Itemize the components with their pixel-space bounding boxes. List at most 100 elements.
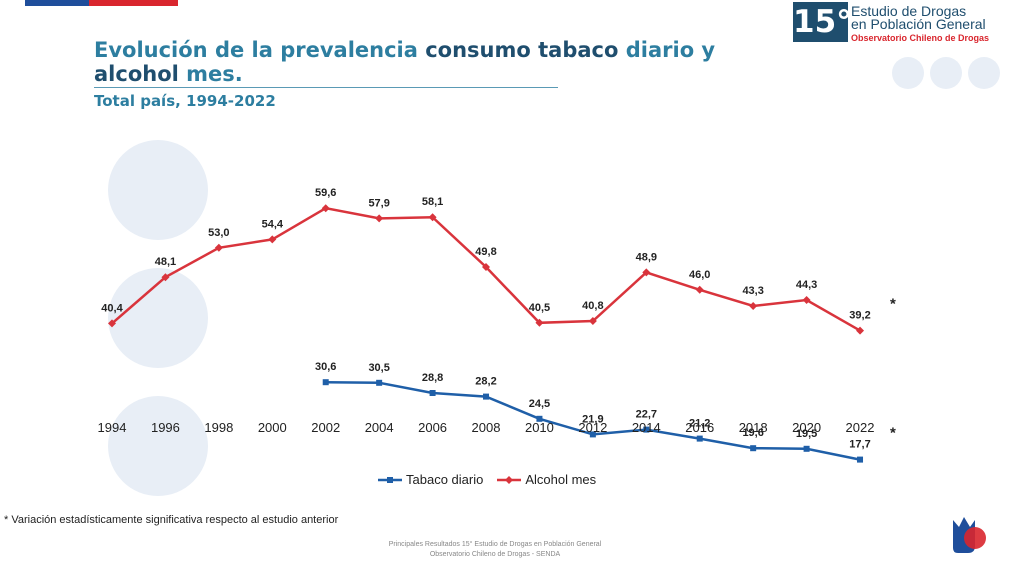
data-label-alcohol: 48,9: [636, 251, 657, 263]
logo-line-3: Observatorio Chileno de Drogas: [851, 33, 990, 43]
data-point-alcohol: [321, 204, 330, 213]
data-point-tabaco: [429, 390, 436, 396]
significance-mark-alcohol: *: [890, 296, 896, 313]
data-point-alcohol: [482, 263, 491, 271]
data-point-alcohol: [375, 214, 384, 223]
data-point-tabaco: [643, 426, 650, 433]
x-tick-label: 2022: [846, 420, 875, 435]
x-tick-label: 1998: [204, 420, 233, 435]
data-label-tabaco: 24,5: [529, 398, 550, 410]
legend-item-tabaco: Tabaco diario: [378, 472, 483, 487]
data-point-alcohol: [161, 273, 170, 282]
data-point-alcohol: [695, 285, 704, 294]
footer-line-1: Principales Resultados 15° Estudio de Dr…: [388, 541, 602, 548]
data-label-tabaco: 19,6: [742, 427, 763, 439]
data-label-alcohol: 43,3: [742, 285, 763, 297]
significance-mark-tabaco: *: [890, 425, 896, 442]
x-tick-label: 2018: [739, 420, 768, 435]
watermark-drop-2: [108, 268, 208, 368]
legend-swatch-alcohol: [497, 475, 522, 484]
chart-title: Evolución de la prevalencia consumo taba…: [94, 38, 794, 86]
watermark-drop-4: [892, 57, 924, 89]
watermark-drop-1: [108, 140, 208, 240]
data-point-alcohol: [749, 302, 758, 310]
title-part: diario y: [625, 38, 716, 62]
data-point-alcohol: [588, 317, 597, 325]
data-label-tabaco: 19,5: [796, 428, 817, 440]
data-point-alcohol: [856, 326, 865, 335]
plot-area: 30,6 30,5 28,8 28,2 24,5 21,9 22,7 21,2 19,6 19,5…: [101, 187, 896, 463]
data-label-alcohol: 40,5: [529, 302, 550, 314]
watermark-drops: [108, 57, 1000, 496]
title-part: mes.: [186, 62, 243, 86]
data-point-tabaco: [803, 445, 810, 452]
data-point-tabaco: [483, 393, 490, 400]
top-color-bar: [25, 0, 178, 6]
study-logo: 15° Estudio de Drogas en Población Gener…: [793, 2, 1003, 46]
data-label-tabaco: 17,7: [849, 439, 870, 451]
x-tick-label: 1996: [151, 420, 180, 435]
footnote: * Variación estadísticamente significati…: [4, 514, 339, 526]
x-tick-label: 2002: [311, 420, 340, 435]
data-label-alcohol: 40,4: [101, 302, 123, 314]
data-label-alcohol: 53,0: [208, 227, 229, 239]
data-label-tabaco: 30,6: [315, 361, 336, 373]
data-point-tabaco: [750, 445, 757, 452]
data-point-alcohol: [642, 268, 651, 277]
data-label-tabaco: 21,2: [689, 418, 710, 430]
data-label-tabaco: 28,2: [475, 376, 496, 388]
watermark-drop-5: [930, 57, 962, 89]
data-label-tabaco: 28,8: [422, 372, 443, 384]
data-label-alcohol: 59,6: [315, 187, 336, 199]
data-point-alcohol: [428, 213, 437, 222]
x-tick-label: 2020: [792, 420, 821, 435]
x-tick-label: 2012: [578, 420, 607, 435]
data-label-alcohol: 48,1: [155, 256, 176, 268]
data-label-alcohol: 46,0: [689, 269, 710, 281]
data-point-tabaco: [376, 379, 383, 386]
top-bar-red: [89, 0, 178, 6]
watermark-drop-6: [968, 57, 1000, 89]
data-label-alcohol: 49,8: [475, 246, 496, 258]
data-label-alcohol: 40,8: [582, 300, 603, 312]
data-label-alcohol: 39,2: [849, 310, 870, 322]
title-divider: [94, 87, 558, 88]
data-point-alcohol: [268, 235, 277, 244]
data-label-alcohol: 44,3: [796, 279, 817, 291]
x-tick-label: 2016: [685, 420, 714, 435]
data-point-alcohol: [535, 318, 544, 327]
data-point-tabaco: [536, 415, 543, 422]
logo-line-1: Estudio de Drogas: [851, 3, 967, 19]
data-label-tabaco: 21,9: [582, 413, 603, 425]
brand-red-circle: [964, 527, 986, 549]
data-point-tabaco: [857, 456, 864, 463]
legend-swatch-tabaco: [378, 476, 402, 483]
data-point-alcohol: [802, 296, 811, 304]
x-axis-ticks: 1994 1996 1998 2000 2002 2004 2006 2008 2010 2012…: [98, 420, 875, 435]
title-part: Evolución de la prevalencia: [94, 38, 426, 62]
data-point-alcohol: [214, 243, 223, 252]
title-part: alcohol: [94, 62, 187, 86]
x-tick-label: 2014: [632, 420, 661, 435]
logo-number: 15°: [793, 2, 852, 42]
data-label-tabaco: 30,5: [368, 362, 389, 374]
chart-subtitle: Total país, 1994-2022: [94, 92, 276, 110]
legend-label-alcohol: Alcohol mes: [525, 472, 597, 487]
footer-line-2: Observatorio Chileno de Drogas - SENDA: [429, 551, 561, 558]
data-label-alcohol: 58,1: [422, 196, 443, 208]
x-tick-label: 2000: [258, 420, 287, 435]
data-label-tabaco: 22,7: [636, 409, 657, 421]
chart-legend: Tabaco diario Alcohol mes: [378, 472, 596, 487]
x-tick-label: 1994: [98, 420, 127, 435]
data-label-alcohol: 57,9: [368, 197, 389, 209]
legend-label-tabaco: Tabaco diario: [406, 472, 484, 487]
watermark-drop-3: [108, 396, 208, 496]
title-part: consumo tabaco: [425, 38, 626, 62]
data-point-tabaco: [322, 379, 329, 386]
footer: Principales Resultados 15° Estudio de Dr…: [240, 540, 750, 560]
top-bar-blue: [25, 0, 89, 6]
x-tick-label: 2008: [472, 420, 501, 435]
data-point-alcohol: [108, 319, 116, 328]
data-point-tabaco: [696, 435, 703, 442]
